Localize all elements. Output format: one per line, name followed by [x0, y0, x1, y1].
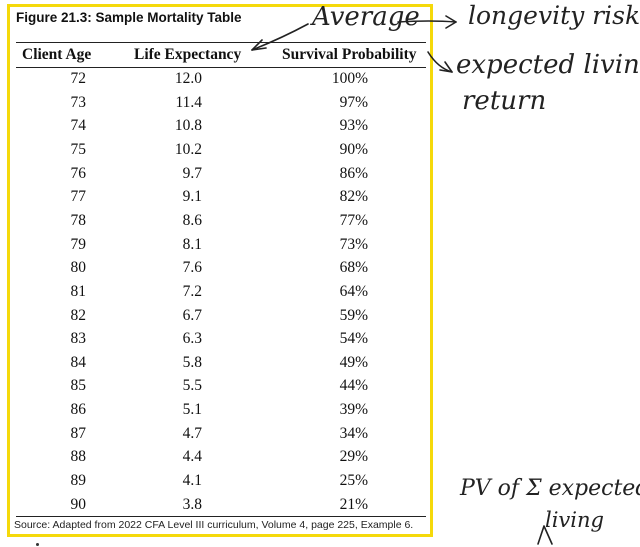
table-row: 89 4.1 25%: [0, 472, 440, 496]
cell-survival-probability: 25%: [339, 472, 368, 490]
table-row: 78 8.6 77%: [0, 212, 440, 236]
cell-client-age: 88: [70, 448, 87, 466]
cell-survival-probability: 39%: [339, 401, 368, 419]
table-row: 85 5.5 44%: [0, 377, 440, 401]
cell-survival-probability: 90%: [339, 140, 368, 158]
source-note: Source: Adapted from 2022 CFA Level III …: [14, 519, 414, 531]
note-average: Average: [312, 2, 420, 32]
cell-life-expectancy: 4.4: [182, 448, 202, 466]
cell-survival-probability: 54%: [339, 330, 368, 348]
header-life-expectancy: Life Expectancy: [134, 46, 242, 63]
cell-life-expectancy: 5.5: [182, 377, 202, 395]
cell-survival-probability: 49%: [339, 353, 368, 371]
note-living: living: [545, 508, 604, 532]
ink-dot: [36, 543, 39, 546]
cell-life-expectancy: 12.0: [174, 70, 202, 87]
cell-survival-probability: 44%: [339, 377, 368, 395]
header-client-age: Client Age: [22, 46, 92, 63]
cell-client-age: 78: [70, 211, 87, 229]
table-row: 74 10.8 93%: [0, 117, 440, 141]
cell-client-age: 90: [70, 495, 87, 513]
cell-client-age: 83: [70, 330, 87, 348]
cell-life-expectancy: 10.2: [174, 140, 202, 158]
table-row: 84 5.8 49%: [0, 354, 440, 378]
cell-life-expectancy: 8.6: [182, 211, 202, 229]
table-row: 80 7.6 68%: [0, 259, 440, 283]
header-rule: [16, 67, 426, 68]
cell-client-age: 85: [70, 377, 87, 395]
table-row: 79 8.1 73%: [0, 236, 440, 260]
table-row: 86 5.1 39%: [0, 401, 440, 425]
cell-client-age: 89: [70, 472, 87, 490]
cell-life-expectancy: 4.1: [182, 472, 202, 490]
cell-client-age: 72: [70, 70, 87, 87]
note-pv-sum: PV of Σ expected: [460, 476, 640, 501]
cell-survival-probability: 29%: [339, 448, 368, 466]
cell-life-expectancy: 5.8: [182, 353, 202, 371]
table-row: 73 11.4 97%: [0, 94, 440, 118]
cell-life-expectancy: 7.6: [182, 259, 202, 277]
cell-client-age: 76: [70, 164, 87, 182]
cell-survival-probability: 59%: [339, 306, 368, 324]
figure-title: Figure 21.3: Sample Mortality Table: [16, 10, 242, 25]
cell-client-age: 74: [70, 117, 87, 135]
cell-life-expectancy: 11.4: [175, 93, 202, 111]
cell-life-expectancy: 9.7: [182, 164, 202, 182]
cell-survival-probability: 68%: [339, 259, 368, 277]
cell-client-age: 81: [70, 282, 87, 300]
note-longevity-risk: longevity risk: [468, 1, 640, 30]
table-row: 88 4.4 29%: [0, 448, 440, 472]
cell-life-expectancy: 3.8: [182, 495, 202, 513]
table-row: 83 6.3 54%: [0, 330, 440, 354]
table-bottom-rule: [16, 516, 426, 517]
cell-life-expectancy: 4.7: [182, 424, 202, 442]
cell-life-expectancy: 6.7: [182, 306, 202, 324]
table-row: 90 3.8 21%: [0, 496, 440, 520]
cell-survival-probability: 77%: [339, 211, 368, 229]
note-return: return: [462, 86, 547, 116]
cell-client-age: 82: [70, 306, 87, 324]
table-row: 87 4.7 34%: [0, 425, 440, 449]
cell-client-age: 87: [70, 424, 87, 442]
cell-survival-probability: 64%: [339, 282, 368, 300]
cell-client-age: 86: [70, 401, 87, 419]
table-top-rule: [16, 42, 426, 44]
cell-life-expectancy: 6.3: [182, 330, 202, 348]
table-row: 75 10.2 90%: [0, 141, 440, 165]
note-expected-living: expected living: [456, 50, 640, 80]
cell-client-age: 84: [70, 353, 87, 371]
cell-survival-probability: 82%: [339, 188, 368, 206]
cell-client-age: 73: [70, 93, 87, 111]
header-survival-probability: Survival Probability: [282, 46, 417, 63]
cell-survival-probability: 73%: [339, 235, 368, 253]
table-row: 76 9.7 86%: [0, 165, 440, 189]
cell-survival-probability: 97%: [339, 93, 368, 111]
cell-life-expectancy: 7.2: [182, 282, 202, 300]
table-row: 77 9.1 82%: [0, 188, 440, 212]
cell-life-expectancy: 9.1: [182, 188, 202, 206]
table-row: 72 12.0 100%: [0, 70, 440, 94]
cell-survival-probability: 34%: [339, 424, 368, 442]
cell-client-age: 75: [70, 140, 87, 158]
cell-life-expectancy: 8.1: [182, 235, 202, 253]
cell-life-expectancy: 10.8: [174, 117, 202, 135]
cell-client-age: 77: [70, 188, 87, 206]
highlight-frame: [7, 4, 433, 537]
cell-life-expectancy: 5.1: [182, 401, 202, 419]
table-row: 82 6.7 59%: [0, 307, 440, 331]
cell-client-age: 80: [70, 259, 87, 277]
table-row: 81 7.2 64%: [0, 283, 440, 307]
cell-survival-probability: 21%: [339, 495, 368, 513]
cell-survival-probability: 100%: [331, 70, 368, 87]
cell-survival-probability: 86%: [339, 164, 368, 182]
cell-survival-probability: 93%: [339, 117, 368, 135]
cell-client-age: 79: [70, 235, 87, 253]
